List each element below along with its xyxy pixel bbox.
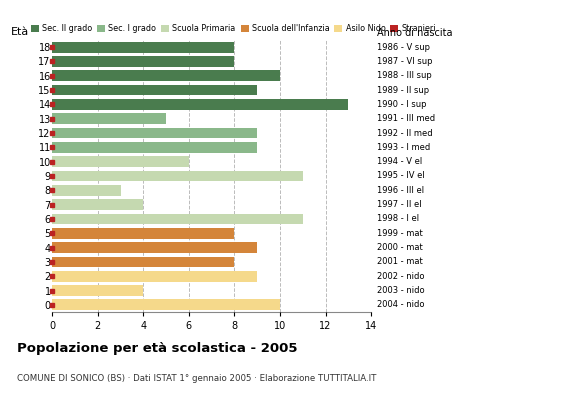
Bar: [52, 256, 234, 267]
Bar: [52, 85, 258, 96]
Bar: [52, 300, 280, 310]
Bar: [52, 171, 303, 181]
Text: 1994 - V el: 1994 - V el: [377, 157, 422, 166]
Text: 1997 - II el: 1997 - II el: [377, 200, 422, 209]
Text: 1990 - I sup: 1990 - I sup: [377, 100, 426, 109]
Text: 1996 - III el: 1996 - III el: [377, 186, 424, 195]
Bar: [52, 271, 258, 282]
Text: 2001 - mat: 2001 - mat: [377, 257, 423, 266]
Text: Anno di nascita: Anno di nascita: [377, 28, 452, 38]
Text: 1999 - mat: 1999 - mat: [377, 229, 423, 238]
Bar: [52, 199, 143, 210]
Text: 1988 - III sup: 1988 - III sup: [377, 71, 432, 80]
Bar: [52, 156, 189, 167]
Bar: [52, 70, 280, 81]
Bar: [52, 99, 349, 110]
Text: 2000 - mat: 2000 - mat: [377, 243, 423, 252]
Text: 2003 - nido: 2003 - nido: [377, 286, 425, 295]
Legend: Sec. II grado, Sec. I grado, Scuola Primaria, Scuola dell'Infanzia, Asilo Nido, : Sec. II grado, Sec. I grado, Scuola Prim…: [31, 24, 436, 33]
Text: 2004 - nido: 2004 - nido: [377, 300, 425, 309]
Bar: [52, 142, 258, 153]
Text: 1993 - I med: 1993 - I med: [377, 143, 430, 152]
Text: 1998 - I el: 1998 - I el: [377, 214, 419, 224]
Bar: [52, 128, 258, 138]
Bar: [52, 214, 303, 224]
Bar: [52, 285, 143, 296]
Text: COMUNE DI SONICO (BS) · Dati ISTAT 1° gennaio 2005 · Elaborazione TUTTITALIA.IT: COMUNE DI SONICO (BS) · Dati ISTAT 1° ge…: [17, 374, 377, 383]
Text: 1992 - II med: 1992 - II med: [377, 128, 433, 138]
Bar: [52, 185, 121, 196]
Bar: [52, 42, 234, 52]
Text: 1989 - II sup: 1989 - II sup: [377, 86, 429, 95]
Text: 1991 - III med: 1991 - III med: [377, 114, 435, 123]
Bar: [52, 56, 234, 67]
Bar: [52, 113, 166, 124]
Text: Popolazione per età scolastica - 2005: Popolazione per età scolastica - 2005: [17, 342, 298, 355]
Text: 1986 - V sup: 1986 - V sup: [377, 43, 430, 52]
Text: 2002 - nido: 2002 - nido: [377, 272, 425, 281]
Bar: [52, 228, 234, 239]
Text: 1995 - IV el: 1995 - IV el: [377, 172, 425, 180]
Text: Età: Età: [10, 27, 29, 37]
Text: 1987 - VI sup: 1987 - VI sup: [377, 57, 433, 66]
Bar: [52, 242, 258, 253]
